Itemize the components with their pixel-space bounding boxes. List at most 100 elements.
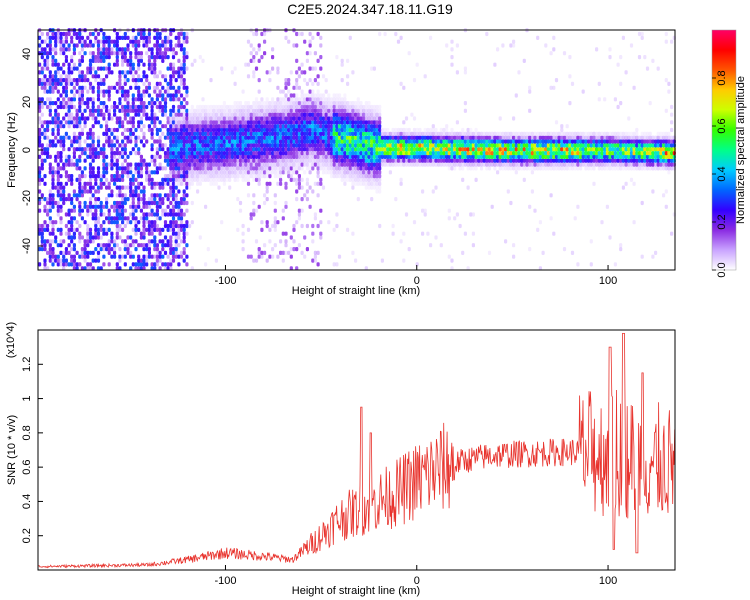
spectrogram-cell <box>311 127 315 133</box>
spectrogram-cell <box>177 254 181 259</box>
spectrogram-cell <box>346 58 350 63</box>
spectrogram-cell <box>179 78 184 83</box>
spectrogram-cell <box>268 70 272 75</box>
spectrogram-cell <box>268 127 272 133</box>
spectrogram-cell <box>570 154 575 159</box>
spectrogram-cell <box>608 147 612 152</box>
spectrogram-cell <box>222 101 226 106</box>
spectrogram-cell <box>525 166 529 171</box>
spectrogram-cell <box>268 143 272 148</box>
spectrogram-cell <box>303 108 307 113</box>
spectrogram-cell <box>308 108 312 113</box>
spectrogram-cell <box>118 216 122 221</box>
spectrogram-cell <box>268 239 272 244</box>
spectrogram-cell <box>115 231 119 236</box>
spectrogram-cell <box>75 197 79 202</box>
spectrogram-cell <box>246 227 251 232</box>
spectrogram-cell <box>632 143 636 148</box>
spectrogram-cell <box>182 151 186 156</box>
spectrogram-cell <box>463 139 467 144</box>
spectrogram-cell <box>217 139 221 144</box>
spectrogram-cell <box>147 170 151 175</box>
spectrogram-cell <box>437 139 441 144</box>
spectrogram-cell <box>348 108 352 113</box>
spectrogram-cell <box>343 143 347 148</box>
spectrogram-cell <box>153 162 157 167</box>
spectrogram-cell <box>241 151 245 156</box>
spectrogram-cell <box>289 154 293 159</box>
spectrogram-cell <box>150 197 154 202</box>
spectrogram-cell <box>72 97 76 102</box>
spectrogram-cell <box>530 158 534 163</box>
spectrogram-cell <box>364 177 368 182</box>
spectrogram-cell <box>311 151 315 156</box>
spectrogram-cell <box>316 170 320 175</box>
spectrogram-cell <box>171 185 176 190</box>
spectrogram-cell <box>86 208 90 213</box>
spectrogram-cell <box>391 135 395 140</box>
spectrogram-cell <box>284 147 288 152</box>
spectrogram-cell <box>517 131 521 136</box>
spectrogram-cell <box>257 108 261 113</box>
spectrogram-cell <box>279 158 283 163</box>
spectrogram-cell <box>597 151 601 156</box>
spectrogram-cell <box>86 212 90 217</box>
spectrogram-cell <box>305 181 309 186</box>
spectrogram-cell <box>59 47 63 52</box>
spectrogram-cell <box>51 74 55 79</box>
spectrogram-cell <box>343 112 347 117</box>
spectrogram-cell <box>254 31 259 37</box>
spectrogram-cell <box>155 258 159 263</box>
spectrogram-cell <box>629 135 634 140</box>
spectrogram-cell <box>506 151 510 156</box>
spectrogram-cell <box>171 127 176 133</box>
spectrogram-cell <box>643 55 647 60</box>
spectrogram-cell <box>83 174 87 179</box>
spectrogram-cell <box>115 104 119 110</box>
spectrogram-cell <box>254 166 259 171</box>
spectrogram-cell <box>635 166 639 171</box>
spectrogram-cell <box>648 154 652 159</box>
spectrogram-cell <box>375 143 379 148</box>
spectrogram-cell <box>88 231 93 236</box>
spectrogram-cell <box>573 162 577 167</box>
spectrogram-cell <box>123 200 127 206</box>
spectrogram-cell <box>166 120 170 125</box>
spectrogram-cell <box>145 112 149 117</box>
spectrogram-cell <box>346 135 350 140</box>
spectrogram-cell <box>171 143 176 148</box>
spectrogram-cell <box>396 154 401 159</box>
spectrogram-cell <box>477 151 481 156</box>
spectrogram-cell <box>383 31 387 37</box>
spectrogram-cell <box>522 143 526 148</box>
spectrogram-cell <box>137 43 141 48</box>
spectrogram-cell <box>153 235 157 240</box>
spectrogram-cell <box>295 97 299 102</box>
spectrogram-cell <box>351 158 355 163</box>
spectrogram-cell <box>206 143 210 148</box>
spectrogram-cell <box>118 85 122 90</box>
spectrogram-cell <box>96 197 101 202</box>
spectrogram-cell <box>171 208 176 213</box>
spectrogram-cell <box>332 154 336 159</box>
spectrogram-cell <box>209 104 213 110</box>
spectrogram-cell <box>271 247 275 252</box>
spectrogram-cell <box>88 204 93 209</box>
spectrogram-cell <box>177 227 181 232</box>
spectrogram-cell <box>64 170 68 175</box>
spectrogram-cell <box>504 162 508 167</box>
spectrogram-cell <box>54 154 58 159</box>
spectrogram-cell <box>463 151 467 156</box>
spectrogram-cell <box>134 97 138 102</box>
spectrogram-cell <box>118 124 122 129</box>
spectrogram-cell <box>297 181 301 186</box>
spectrogram-cell <box>177 158 181 163</box>
spectrogram-cell <box>110 51 114 56</box>
spectrogram-cell <box>123 35 127 40</box>
spectrogram-cell <box>193 166 197 171</box>
spectrogram-cell <box>487 166 492 171</box>
spectrogram-cell <box>145 51 149 56</box>
spectrogram-cell <box>121 139 125 144</box>
spectrogram-cell <box>613 131 617 136</box>
spectrogram-cell <box>554 120 559 125</box>
